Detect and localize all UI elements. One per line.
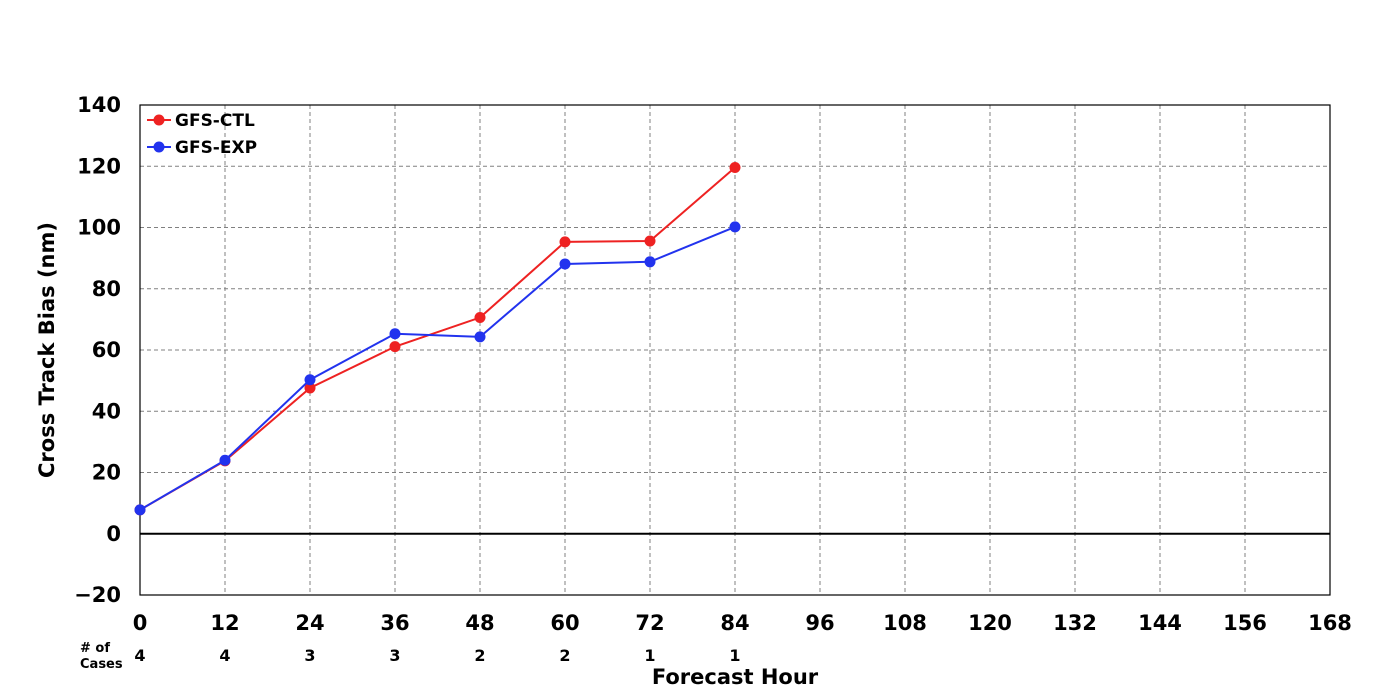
x-tick-label: 48 bbox=[465, 611, 494, 635]
y-tick-label: 140 bbox=[77, 93, 121, 117]
legend-label: GFS-CTL bbox=[175, 111, 255, 131]
y-tick-label: 0 bbox=[106, 522, 121, 546]
y-tick-label: −20 bbox=[74, 583, 121, 607]
series-line-gfs-exp bbox=[139, 225, 736, 511]
series-layer bbox=[134, 161, 741, 516]
case-count: 1 bbox=[729, 646, 740, 665]
x-tick-label: 36 bbox=[380, 611, 409, 635]
x-tick-label: 84 bbox=[720, 611, 749, 635]
data-point-gfs-exp bbox=[389, 328, 401, 340]
x-tick-label: 168 bbox=[1308, 611, 1352, 635]
x-tick-label: 12 bbox=[210, 611, 239, 635]
data-point-gfs-ctl bbox=[559, 236, 571, 248]
data-point-gfs-ctl bbox=[304, 382, 316, 394]
x-tick-label: 60 bbox=[550, 611, 579, 635]
series-line-gfs-ctl bbox=[139, 166, 736, 511]
data-point-gfs-exp bbox=[134, 504, 146, 516]
y-tick-label: 40 bbox=[92, 399, 121, 423]
x-tick-label: 24 bbox=[295, 611, 324, 635]
data-point-gfs-ctl bbox=[389, 341, 401, 353]
legend-swatch-marker bbox=[153, 141, 165, 153]
case-count: 1 bbox=[644, 646, 655, 665]
data-point-gfs-exp bbox=[559, 258, 571, 270]
y-tick-labels: −20 0 20 40 60 80 100 120 140 bbox=[74, 93, 121, 607]
y-tick-label: 60 bbox=[92, 338, 121, 362]
case-count: 2 bbox=[559, 646, 570, 665]
x-tick-label: 96 bbox=[805, 611, 834, 635]
data-point-gfs-exp bbox=[304, 374, 316, 386]
cases-row: # of Cases 4 4 3 3 2 2 1 1 bbox=[80, 641, 741, 672]
x-tick-label: 72 bbox=[635, 611, 664, 635]
data-point-gfs-ctl bbox=[644, 235, 656, 247]
grid-lines bbox=[140, 105, 1330, 595]
data-point-gfs-ctl bbox=[474, 312, 486, 324]
data-point-gfs-exp bbox=[474, 331, 486, 343]
y-tick-label: 20 bbox=[92, 461, 121, 485]
case-count: 2 bbox=[474, 646, 485, 665]
x-tick-label: 156 bbox=[1223, 611, 1267, 635]
data-point-gfs-ctl bbox=[729, 161, 741, 173]
data-point-gfs-exp bbox=[644, 256, 656, 268]
case-count: 4 bbox=[219, 646, 230, 665]
legend-swatch-marker bbox=[153, 114, 165, 126]
y-tick-label: 100 bbox=[77, 216, 121, 240]
x-tick-label: 108 bbox=[883, 611, 927, 635]
y-tick-label: 80 bbox=[92, 277, 121, 301]
y-tick-label: 120 bbox=[77, 154, 121, 178]
data-point-gfs-exp bbox=[219, 454, 231, 466]
x-tick-labels: 0 12 24 36 48 60 72 84 96 108 120 132 144 156 168 bbox=[133, 611, 1352, 635]
legend-label: GFS-EXP bbox=[175, 138, 257, 158]
data-point-gfs-exp bbox=[729, 221, 741, 233]
x-tick-label: 144 bbox=[1138, 611, 1182, 635]
x-axis-label: Forecast Hour bbox=[652, 665, 819, 689]
x-tick-label: 120 bbox=[968, 611, 1012, 635]
cases-label-line2: Cases bbox=[80, 657, 123, 672]
y-axis-label: Cross Track Bias (nm) bbox=[35, 222, 59, 478]
cases-label-line1: # of bbox=[80, 641, 110, 656]
x-tick-label: 0 bbox=[133, 611, 148, 635]
case-count: 3 bbox=[304, 646, 315, 665]
case-count: 4 bbox=[134, 646, 145, 665]
case-count: 3 bbox=[389, 646, 400, 665]
plot-frame bbox=[139, 104, 1331, 596]
x-tick-label: 132 bbox=[1053, 611, 1097, 635]
legend: GFS-CTL GFS-EXP bbox=[147, 111, 257, 158]
